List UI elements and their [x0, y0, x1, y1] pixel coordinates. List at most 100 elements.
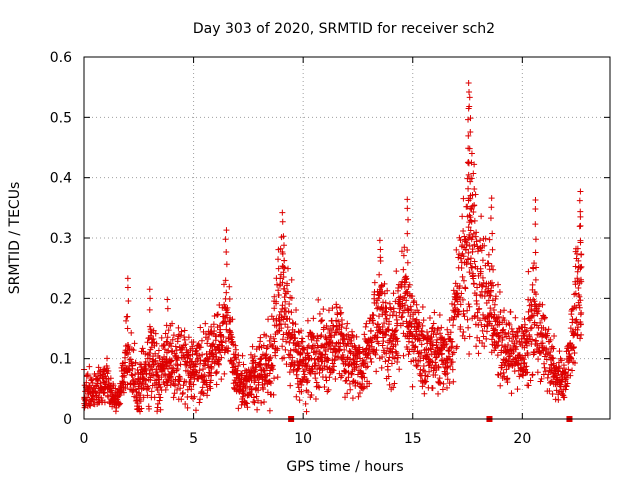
data-point — [350, 360, 357, 367]
data-point — [417, 366, 424, 373]
data-point — [498, 364, 505, 371]
data-point — [526, 331, 533, 338]
data-point — [532, 236, 539, 243]
data-point — [495, 313, 502, 320]
data-point — [192, 361, 199, 368]
data-point — [459, 273, 466, 280]
data-point — [142, 358, 149, 365]
data-point — [267, 380, 274, 387]
data-point — [525, 308, 532, 315]
data-point — [151, 394, 158, 401]
data-point — [465, 249, 472, 256]
data-point — [146, 323, 153, 330]
data-point — [478, 213, 485, 220]
data-point — [424, 351, 431, 358]
data-point — [447, 329, 454, 336]
data-point — [393, 312, 400, 319]
data-point — [329, 366, 336, 373]
data-point — [360, 370, 367, 377]
data-point — [253, 346, 260, 353]
data-point — [266, 355, 273, 362]
axes-layer: 0 0.1 0.2 0.3 0.4 0.5 0.6 0 5 10 15 20 — [50, 50, 610, 447]
data-point — [466, 145, 473, 152]
data-point — [344, 390, 351, 397]
y-tick-label: 0.4 — [50, 171, 72, 187]
data-point — [162, 330, 169, 337]
data-point — [137, 392, 144, 399]
data-point — [456, 294, 463, 301]
data-point — [567, 372, 574, 379]
data-point — [435, 390, 442, 397]
data-point — [479, 339, 486, 346]
data-point — [533, 338, 540, 345]
data-point — [505, 341, 512, 348]
data-point — [437, 380, 444, 387]
data-point — [171, 390, 178, 397]
data-point — [465, 197, 472, 204]
data-point — [150, 336, 157, 343]
data-point — [344, 320, 351, 327]
data-point — [475, 350, 482, 357]
data-point — [299, 335, 306, 342]
data-point — [312, 396, 319, 403]
data-point — [165, 327, 172, 334]
data-point — [140, 376, 147, 383]
data-point — [547, 336, 554, 343]
data-point — [363, 345, 370, 352]
data-point — [196, 396, 203, 403]
data-point — [151, 361, 158, 368]
data-point — [418, 349, 425, 356]
data-point — [273, 281, 280, 288]
data-point — [508, 325, 515, 332]
data-point — [236, 359, 243, 366]
data-point — [478, 247, 485, 254]
data-point — [432, 359, 439, 366]
data-point — [463, 261, 470, 268]
data-point — [367, 355, 374, 362]
data-point — [563, 374, 570, 381]
data-point — [416, 337, 423, 344]
data-point — [513, 337, 520, 344]
data-point — [504, 379, 511, 386]
data-point — [465, 224, 472, 231]
data-point — [267, 354, 274, 361]
data-point — [144, 392, 151, 399]
data-point — [250, 398, 257, 405]
data-point — [210, 321, 217, 328]
data-point — [156, 391, 163, 398]
data-point — [511, 368, 518, 375]
data-point — [421, 334, 428, 341]
data-point — [345, 362, 352, 369]
data-point — [200, 366, 207, 373]
data-point — [305, 356, 312, 363]
data-point — [531, 349, 538, 356]
data-point — [348, 371, 355, 378]
data-point — [449, 366, 456, 373]
data-point — [573, 319, 580, 326]
data-point — [189, 351, 196, 358]
data-point — [271, 293, 278, 300]
data-point — [335, 318, 342, 325]
data-point — [439, 350, 446, 357]
data-point — [337, 310, 344, 317]
data-point — [459, 213, 466, 220]
data-point — [267, 333, 274, 340]
data-point — [383, 305, 390, 312]
data-point — [202, 330, 209, 337]
data-point — [294, 339, 301, 346]
data-point — [457, 323, 464, 330]
data-point — [316, 366, 323, 373]
data-point — [84, 371, 91, 378]
data-point — [381, 320, 388, 327]
data-point — [398, 248, 405, 255]
data-point — [100, 390, 107, 397]
data-point — [375, 340, 382, 347]
data-point — [497, 370, 504, 377]
data-point — [448, 344, 455, 351]
data-point — [364, 363, 371, 370]
data-point — [232, 346, 239, 353]
data-point — [220, 319, 227, 326]
data-point — [505, 330, 512, 337]
data-point — [405, 351, 412, 358]
